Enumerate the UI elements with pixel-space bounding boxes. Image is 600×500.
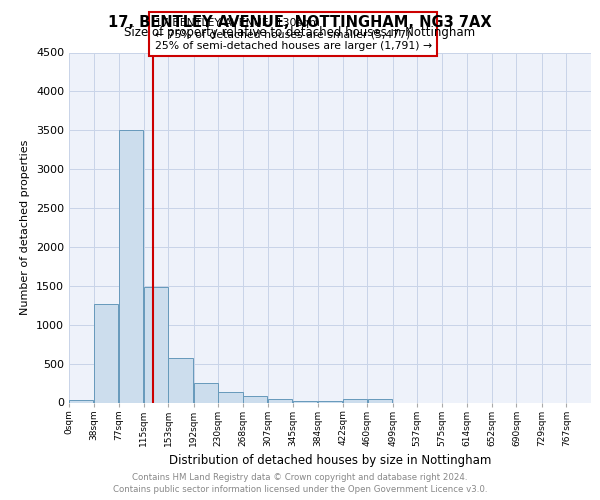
Bar (194, 384, 218, 402)
Bar (69, 400, 94, 402)
Bar (368, 400, 392, 402)
Text: Contains HM Land Registry data © Crown copyright and database right 2024.
Contai: Contains HM Land Registry data © Crown c… (113, 472, 487, 494)
X-axis label: Distribution of detached houses by size in Nottingham: Distribution of detached houses by size … (169, 454, 491, 467)
Bar (243, 396, 267, 402)
Bar (268, 398, 292, 402)
Text: 17 BENTLEY AVENUE: 130sqm
← 75% of detached houses are smaller (5,477)
25% of se: 17 BENTLEY AVENUE: 130sqm ← 75% of detac… (155, 18, 432, 51)
Bar (218, 392, 242, 402)
Y-axis label: Number of detached properties: Number of detached properties (20, 140, 31, 315)
Bar (293, 400, 317, 402)
Text: 17, BENTLEY AVENUE, NOTTINGHAM, NG3 7AX: 17, BENTLEY AVENUE, NOTTINGHAM, NG3 7AX (108, 15, 492, 30)
Bar (144, 288, 168, 403)
Bar (119, 130, 143, 402)
Bar (169, 358, 193, 403)
Text: Size of property relative to detached houses in Nottingham: Size of property relative to detached ho… (124, 26, 476, 39)
Bar (343, 398, 367, 402)
Bar (94, 304, 118, 402)
